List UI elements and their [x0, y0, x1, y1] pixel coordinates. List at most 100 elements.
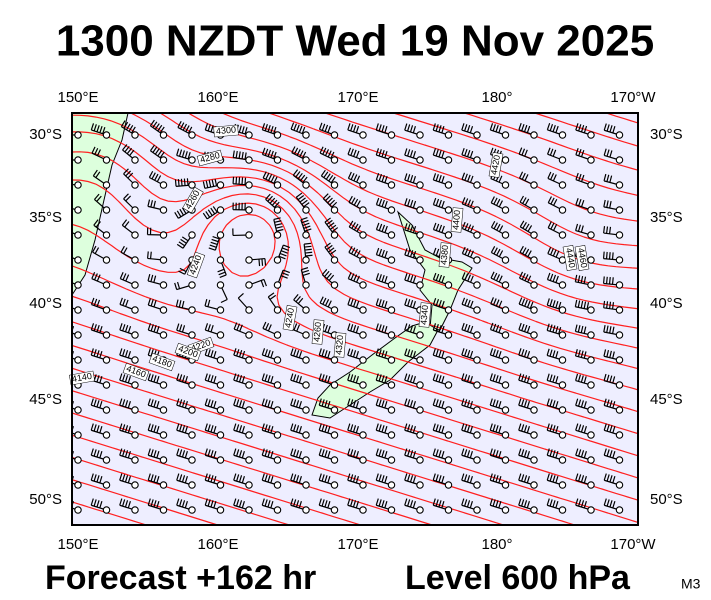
- station: [359, 481, 367, 489]
- wind-barb: [461, 348, 478, 361]
- station: [74, 231, 82, 239]
- wind-barb: [603, 324, 620, 336]
- station: [530, 331, 538, 339]
- wind-barb: [147, 373, 164, 386]
- station: [615, 181, 624, 189]
- contour-label-bg: [562, 245, 578, 271]
- contour-label: 4300: [213, 125, 239, 138]
- station: [359, 381, 367, 389]
- contour-label-bg: [69, 370, 95, 386]
- station: [159, 431, 168, 439]
- wind-barb: [208, 234, 222, 251]
- station: [387, 456, 396, 464]
- wind-barb: [90, 398, 107, 411]
- wind-barb: [518, 147, 535, 161]
- station: [273, 306, 282, 314]
- station: [501, 481, 510, 489]
- station: [188, 281, 196, 289]
- station: [387, 181, 396, 189]
- station: [444, 206, 453, 214]
- wind-barb: [432, 123, 449, 136]
- station: [444, 231, 453, 239]
- station: [387, 156, 396, 164]
- station: [530, 156, 538, 164]
- wind-barb: [432, 272, 449, 286]
- wind-barb: [265, 193, 280, 211]
- station: [245, 256, 253, 264]
- wind-barb: [204, 348, 221, 361]
- station: [273, 356, 282, 364]
- wind-barb: [347, 171, 364, 186]
- station: [444, 381, 453, 389]
- station: [102, 206, 111, 214]
- wind-barb: [233, 498, 250, 511]
- wind-barb: [404, 223, 421, 236]
- wind-barb: [248, 257, 267, 267]
- contour-line: [72, 412, 435, 525]
- wind-barb: [575, 148, 592, 161]
- station: [188, 481, 196, 489]
- wind-barb: [603, 349, 620, 361]
- wind-barb: [518, 271, 535, 286]
- station: [416, 206, 424, 214]
- wind-barb: [547, 221, 563, 236]
- wind-barb: [320, 169, 336, 186]
- station: [587, 406, 595, 414]
- wind-barb: [404, 323, 421, 336]
- lat-label-left: 30°S: [29, 126, 62, 143]
- station: [330, 206, 339, 214]
- station: [473, 206, 481, 214]
- wind-barb: [202, 206, 221, 220]
- station: [501, 181, 510, 189]
- station: [387, 381, 396, 389]
- station: [131, 356, 139, 364]
- station: [530, 231, 538, 239]
- lat-label-right: 50°S: [650, 491, 683, 508]
- station: [102, 131, 111, 139]
- station: [473, 131, 481, 139]
- contour-label: 4180: [148, 352, 176, 372]
- station: [273, 256, 282, 264]
- station: [615, 306, 624, 314]
- map-frame: [71, 112, 639, 526]
- contour-label-bg: [450, 207, 464, 233]
- wind-barb: [176, 498, 193, 511]
- contour-label: 4380: [439, 242, 452, 268]
- station: [359, 156, 367, 164]
- wind-barb: [119, 272, 136, 286]
- wind-barb: [119, 398, 136, 411]
- wind-barb: [322, 193, 338, 211]
- wind-barb: [261, 373, 278, 386]
- station: [558, 506, 567, 514]
- lon-label-bottom: 160°E: [197, 536, 238, 553]
- wind-barb: [147, 448, 164, 461]
- wind-barb: [261, 423, 278, 436]
- station: [359, 506, 367, 514]
- contour-label-text: 4320: [334, 335, 346, 356]
- wind-barb: [375, 123, 392, 136]
- station: [188, 156, 196, 164]
- station: [102, 331, 111, 339]
- wind-barb: [432, 473, 449, 486]
- wind-barb: [319, 146, 335, 161]
- wind-barb: [432, 498, 449, 511]
- station: [330, 156, 339, 164]
- wind-barb: [375, 423, 392, 436]
- wind-barb: [489, 348, 506, 361]
- wind-barb: [432, 222, 449, 236]
- wind-barb: [546, 323, 563, 336]
- wind-barb: [603, 398, 620, 411]
- wind-barb: [262, 321, 278, 336]
- wind-barb: [290, 398, 307, 411]
- station: [273, 406, 282, 414]
- station: [74, 356, 82, 364]
- station: [216, 456, 225, 464]
- wind-barb: [318, 498, 335, 511]
- wind-barb: [519, 171, 535, 186]
- station: [245, 181, 253, 189]
- wind-barb: [490, 297, 506, 311]
- wind-barb: [546, 348, 563, 361]
- wind-barb: [461, 297, 478, 311]
- station: [530, 256, 538, 264]
- wind-barb: [518, 398, 535, 411]
